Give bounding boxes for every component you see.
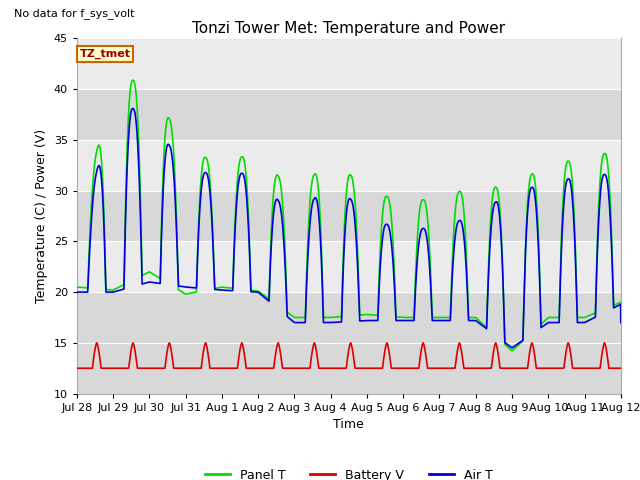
Air T	[129, 106, 136, 111]
Battery V	[617, 365, 625, 371]
Bar	[77, 89, 621, 140]
Panel T	[225, 285, 233, 291]
X-axis label: Time: Time	[333, 418, 364, 431]
Line: Panel T: Panel T	[77, 80, 621, 351]
Air T	[225, 288, 233, 293]
Battery V	[73, 365, 81, 371]
Panel T	[129, 77, 137, 83]
Battery V	[617, 365, 625, 371]
Text: No data for f_sys_volt: No data for f_sys_volt	[14, 8, 135, 19]
Air T	[189, 285, 197, 290]
Bar	[77, 191, 621, 241]
Panel T	[73, 284, 81, 290]
Title: Tonzi Tower Met: Temperature and Power: Tonzi Tower Met: Temperature and Power	[192, 21, 506, 36]
Panel T	[412, 277, 419, 283]
Battery V	[565, 342, 573, 348]
Air T	[617, 320, 625, 325]
Panel T	[402, 314, 410, 320]
Bar	[77, 292, 621, 394]
Air T	[412, 288, 419, 294]
Panel T	[189, 290, 197, 296]
Air T	[508, 345, 516, 351]
Legend: Panel T, Battery V, Air T: Panel T, Battery V, Air T	[200, 464, 498, 480]
Air T	[73, 289, 81, 295]
Y-axis label: Temperature (C) / Power (V): Temperature (C) / Power (V)	[35, 129, 48, 303]
Panel T	[566, 159, 573, 165]
Panel T	[617, 314, 625, 320]
Battery V	[402, 365, 410, 371]
Battery V	[412, 365, 419, 371]
Line: Air T: Air T	[77, 108, 621, 348]
Battery V	[189, 365, 197, 371]
Panel T	[508, 348, 516, 354]
Line: Battery V: Battery V	[77, 343, 621, 368]
Battery V	[600, 340, 608, 346]
Air T	[402, 318, 410, 324]
Air T	[617, 301, 625, 307]
Text: TZ_tmet: TZ_tmet	[79, 49, 131, 60]
Battery V	[225, 365, 232, 371]
Panel T	[617, 300, 625, 305]
Air T	[566, 177, 573, 182]
